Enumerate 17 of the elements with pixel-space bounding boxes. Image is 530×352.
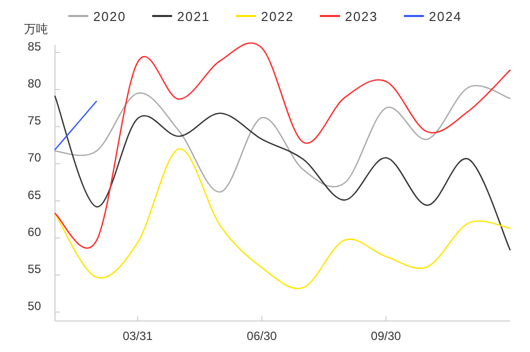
y-tick-label: 80	[28, 76, 42, 91]
x-tick-label: 06/30	[246, 329, 278, 343]
legend-label: 2020	[93, 9, 126, 24]
y-tick-label: 60	[28, 224, 42, 239]
y-tick-label: 75	[28, 114, 42, 128]
y-tick-label: 65	[28, 188, 42, 202]
legend-label: 2021	[177, 9, 210, 24]
legend-label: 2022	[261, 9, 294, 24]
y-tick-label: 55	[28, 262, 42, 276]
legend-label: 2024	[428, 9, 462, 24]
x-tick-label: 03/31	[122, 329, 154, 343]
legend-label: 2023	[344, 9, 378, 24]
y-tick-label: 50	[28, 299, 42, 314]
y-tick-label: 85	[28, 39, 42, 54]
y-axis-title: 万吨	[24, 22, 48, 36]
x-tick-label: 09/30	[370, 329, 402, 343]
y-tick-label: 70	[28, 150, 42, 165]
